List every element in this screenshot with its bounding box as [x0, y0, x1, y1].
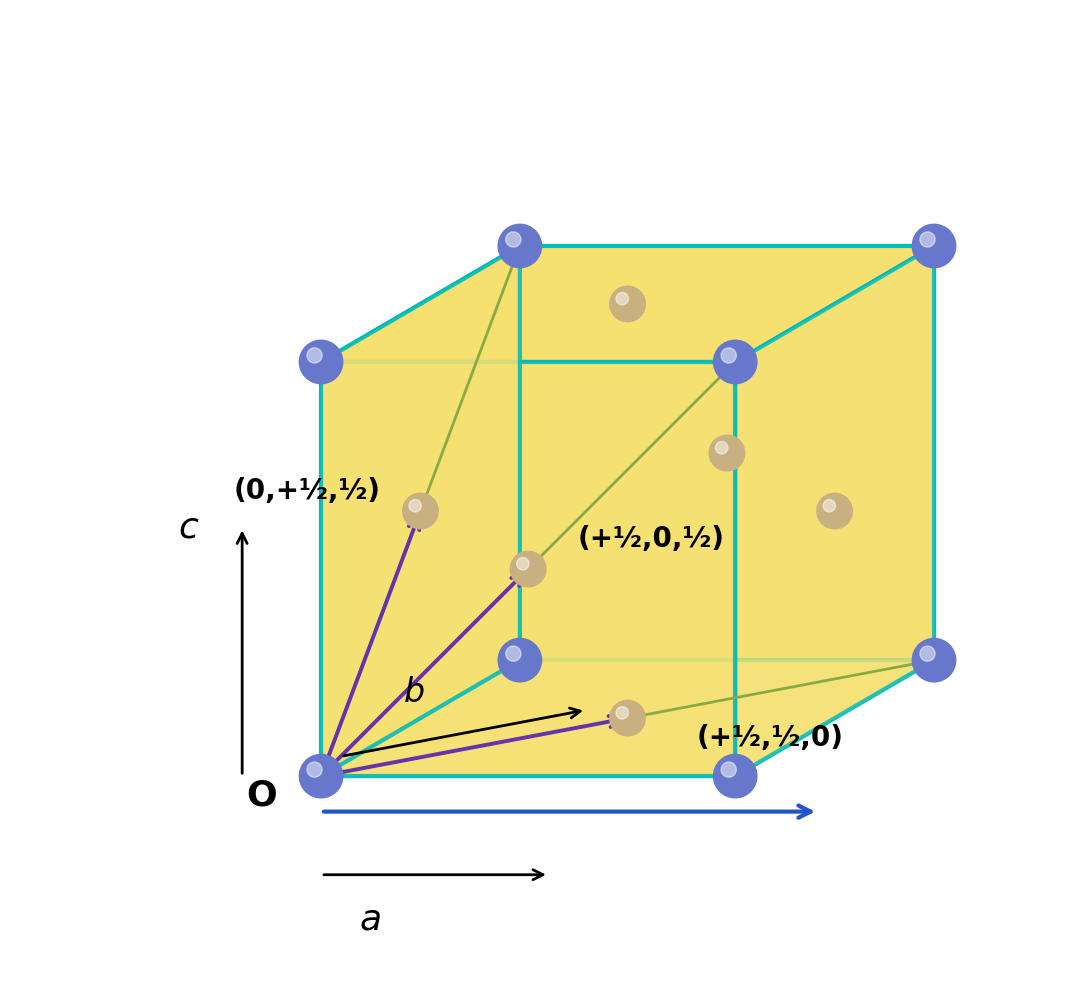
- Circle shape: [615, 707, 628, 719]
- Circle shape: [912, 638, 955, 682]
- Circle shape: [713, 754, 756, 798]
- Polygon shape: [321, 362, 735, 776]
- Circle shape: [716, 442, 727, 454]
- Polygon shape: [321, 660, 934, 776]
- Text: b: b: [405, 676, 425, 709]
- Text: a: a: [359, 902, 381, 936]
- Polygon shape: [520, 246, 934, 660]
- Circle shape: [307, 762, 322, 777]
- Circle shape: [510, 551, 546, 587]
- Circle shape: [299, 754, 343, 798]
- Circle shape: [920, 232, 935, 247]
- Circle shape: [307, 348, 322, 363]
- Circle shape: [610, 286, 646, 322]
- Circle shape: [506, 646, 521, 661]
- Circle shape: [409, 500, 422, 512]
- Polygon shape: [321, 246, 520, 776]
- Circle shape: [823, 500, 835, 512]
- Circle shape: [299, 340, 343, 384]
- Polygon shape: [735, 246, 934, 776]
- Circle shape: [721, 348, 736, 363]
- Circle shape: [402, 493, 438, 529]
- Circle shape: [516, 557, 529, 570]
- Circle shape: [506, 232, 521, 247]
- Circle shape: [713, 340, 756, 384]
- Text: O: O: [246, 779, 278, 813]
- Circle shape: [498, 638, 541, 682]
- Text: (0,+½,½): (0,+½,½): [233, 477, 381, 505]
- Circle shape: [709, 435, 745, 471]
- Circle shape: [817, 493, 852, 529]
- Circle shape: [920, 646, 935, 661]
- Text: (+½,½,0): (+½,½,0): [696, 724, 844, 752]
- Circle shape: [721, 762, 736, 777]
- Text: c: c: [178, 511, 198, 545]
- Circle shape: [610, 700, 646, 736]
- Polygon shape: [321, 246, 934, 362]
- Circle shape: [615, 292, 628, 305]
- Circle shape: [498, 224, 541, 268]
- Text: (+½,0,½): (+½,0,½): [578, 525, 724, 553]
- Circle shape: [912, 224, 955, 268]
